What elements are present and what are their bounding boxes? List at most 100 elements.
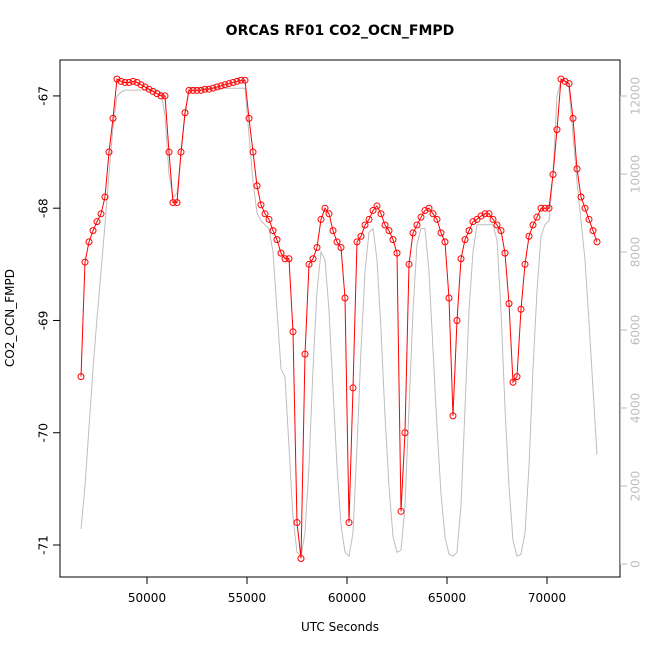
data-point <box>425 204 433 212</box>
data-point <box>445 294 453 302</box>
data-point <box>381 221 389 229</box>
data-point <box>421 206 429 214</box>
y2-tick-label: 6000 <box>629 315 643 346</box>
data-point <box>401 429 409 437</box>
data-point <box>269 227 277 235</box>
data-point <box>549 171 557 179</box>
data-point <box>565 80 573 88</box>
data-point <box>433 215 441 223</box>
data-point <box>485 210 493 218</box>
data-point <box>533 213 541 221</box>
data-point <box>201 85 209 93</box>
data-point <box>165 148 173 156</box>
data-point <box>581 204 589 212</box>
y2-tick-label: 10000 <box>629 155 643 193</box>
data-point <box>461 236 469 244</box>
data-point <box>217 82 225 90</box>
data-point <box>153 90 161 98</box>
data-point <box>441 238 449 246</box>
data-point <box>105 148 113 156</box>
data-point <box>393 249 401 257</box>
data-point <box>245 114 253 122</box>
data-point <box>93 218 101 226</box>
data-point <box>473 215 481 223</box>
data-point <box>361 221 369 229</box>
data-point <box>333 238 341 246</box>
data-point <box>517 305 525 313</box>
y2-tick-label: 4000 <box>629 393 643 424</box>
data-point <box>185 86 193 94</box>
data-point <box>509 378 517 386</box>
y-tick-label: -71 <box>37 535 51 555</box>
data-point <box>293 519 301 527</box>
data-point <box>405 260 413 268</box>
data-point <box>593 238 601 246</box>
data-point <box>137 81 145 89</box>
data-point <box>273 236 281 244</box>
data-point <box>289 328 297 336</box>
data-point <box>501 249 509 257</box>
data-point <box>149 87 157 95</box>
data-point <box>241 76 249 84</box>
data-point <box>117 77 125 85</box>
data-point <box>377 210 385 218</box>
y2-tick-label: 0 <box>629 560 643 568</box>
data-point <box>561 77 569 85</box>
y-tick-label: -70 <box>37 423 51 443</box>
data-point <box>477 212 485 220</box>
data-point <box>309 255 317 263</box>
data-point <box>89 227 97 235</box>
data-point <box>145 85 153 93</box>
data-point <box>353 238 361 246</box>
data-point <box>225 80 233 88</box>
data-point <box>177 148 185 156</box>
data-point <box>129 77 137 85</box>
x-axis-label: UTC Seconds <box>301 620 379 634</box>
data-point <box>437 229 445 237</box>
data-point <box>121 78 129 86</box>
data-point <box>365 215 373 223</box>
data-point <box>457 255 465 263</box>
data-point <box>349 384 357 392</box>
data-point <box>81 258 89 266</box>
data-point <box>385 227 393 235</box>
data-point <box>265 215 273 223</box>
data-point <box>481 210 489 218</box>
data-point <box>85 238 93 246</box>
x-tick-label: 60000 <box>328 591 366 605</box>
data-point <box>297 554 305 562</box>
y-tick-label: -69 <box>37 311 51 331</box>
data-point <box>221 81 229 89</box>
data-point <box>233 77 241 85</box>
data-point <box>585 215 593 223</box>
data-point <box>157 92 165 100</box>
data-point <box>109 114 117 122</box>
data-point <box>277 249 285 257</box>
data-point <box>193 86 201 94</box>
data-point <box>281 255 289 263</box>
data-point <box>493 221 501 229</box>
data-point <box>209 84 217 92</box>
data-point <box>285 255 293 263</box>
data-point <box>181 109 189 117</box>
data-point <box>573 165 581 173</box>
data-point <box>537 204 545 212</box>
data-point <box>557 75 565 83</box>
y2-tick-label: 8000 <box>629 237 643 268</box>
data-point <box>189 86 197 94</box>
data-point <box>345 519 353 527</box>
data-point <box>413 221 421 229</box>
series-line <box>80 79 598 558</box>
data-point <box>325 210 333 218</box>
data-point <box>229 78 237 86</box>
data-point <box>409 229 417 237</box>
data-point <box>133 78 141 86</box>
y-axis-label: CO2_OCN_FMPD <box>3 269 17 367</box>
data-point <box>257 201 265 209</box>
data-point <box>553 126 561 134</box>
data-point <box>453 316 461 324</box>
data-point <box>469 218 477 226</box>
data-point <box>313 243 321 251</box>
data-point <box>197 86 205 94</box>
